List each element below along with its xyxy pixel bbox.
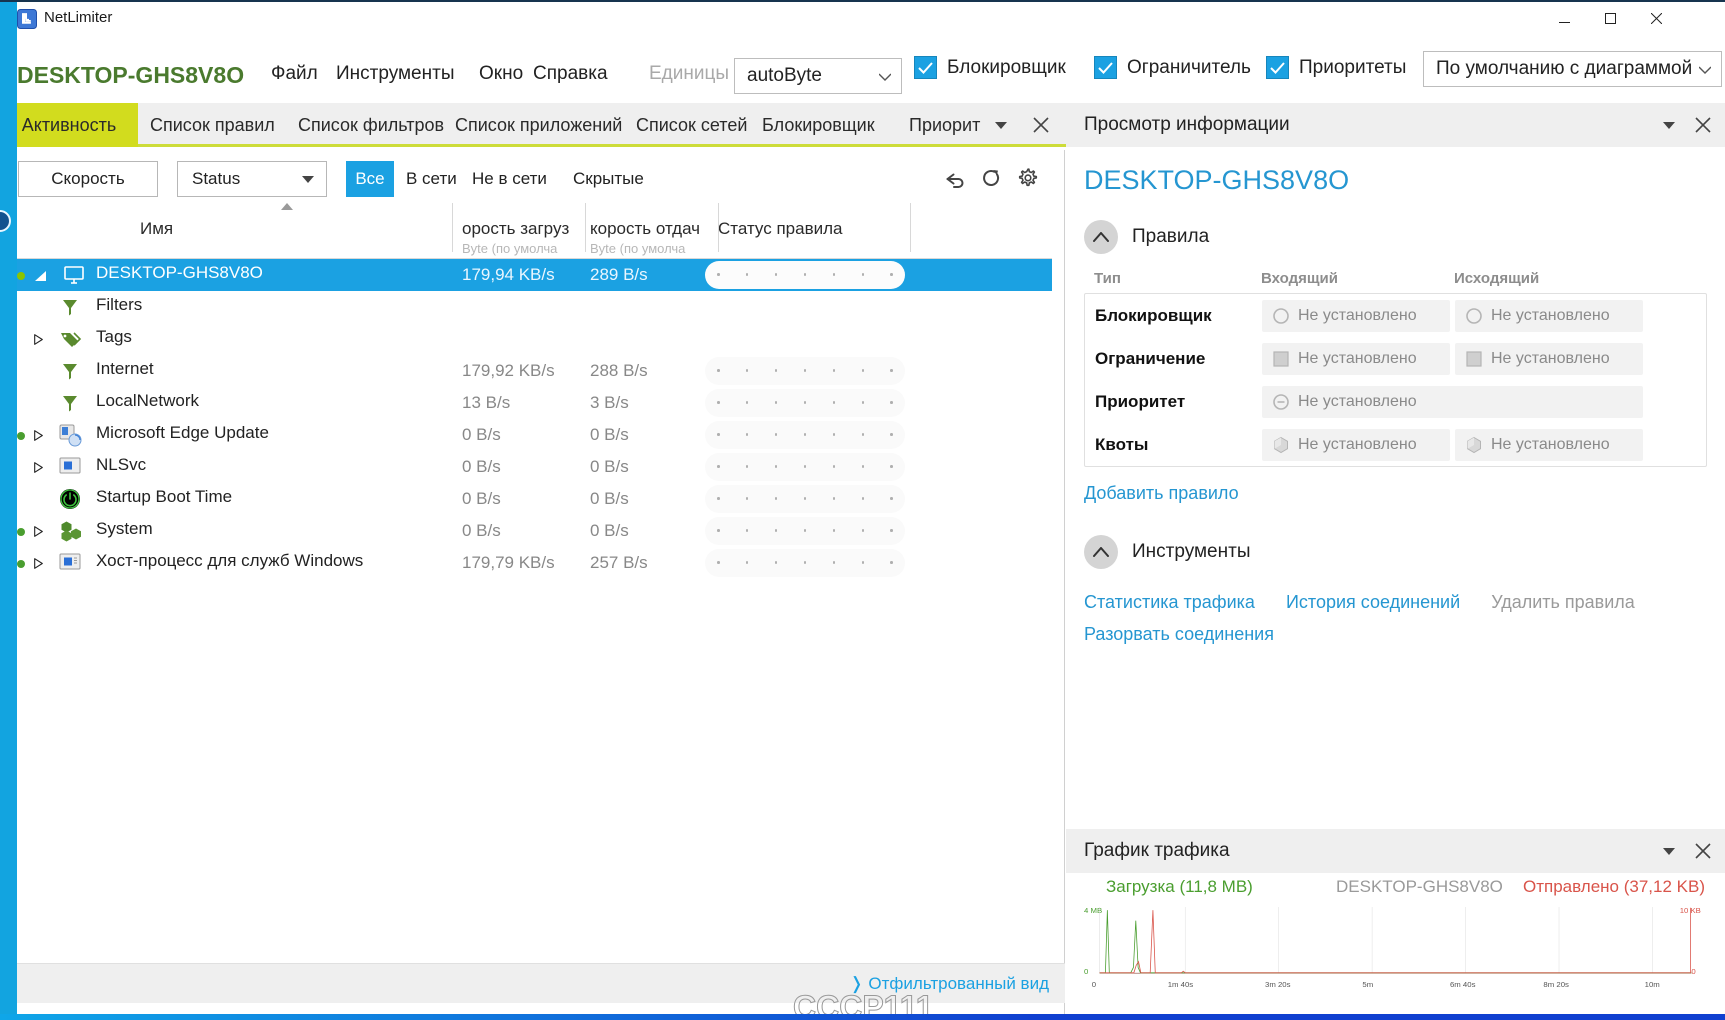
svg-text:5m: 5m xyxy=(1362,980,1373,989)
svg-text:3m 20s: 3m 20s xyxy=(1265,980,1291,989)
svg-text:1m 40s: 1m 40s xyxy=(1168,980,1194,989)
svg-text:8m 20s: 8m 20s xyxy=(1543,980,1569,989)
svg-text:10m: 10m xyxy=(1645,980,1660,989)
svg-text:0: 0 xyxy=(1084,967,1089,976)
svg-text:0: 0 xyxy=(1092,980,1097,989)
svg-text:0: 0 xyxy=(1691,967,1696,976)
svg-text:6m 40s: 6m 40s xyxy=(1450,980,1476,989)
